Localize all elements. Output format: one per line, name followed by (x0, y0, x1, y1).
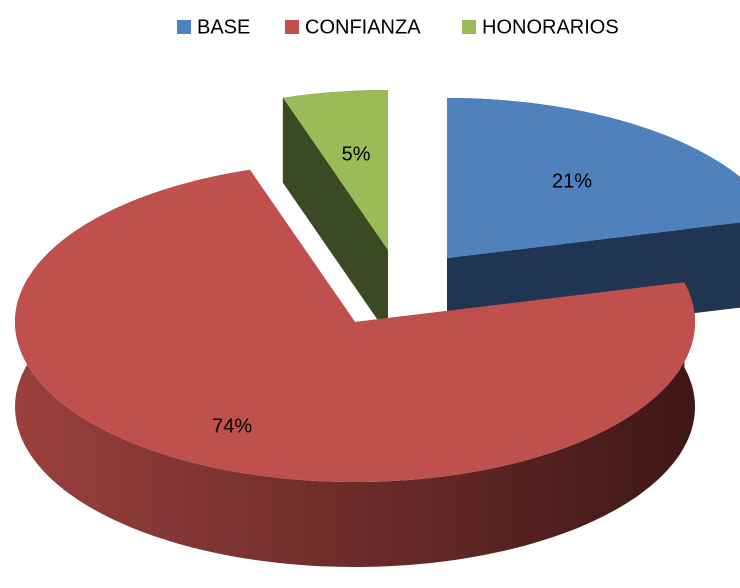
data-label: 21% (552, 170, 592, 192)
legend-label: CONFIANZA (305, 16, 421, 38)
legend-label: BASE (197, 16, 250, 38)
legend-swatch (177, 20, 191, 34)
legend: BASE CONFIANZA HONORARIOS (177, 16, 619, 38)
legend-swatch (462, 20, 476, 34)
slice (282, 90, 388, 250)
legend-label: HONORARIOS (482, 16, 619, 38)
data-label: 5% (342, 143, 371, 165)
slice (447, 98, 740, 258)
slice (15, 169, 695, 483)
data-label: 74% (212, 415, 252, 437)
pie: 5% 21% 74% (15, 90, 740, 568)
slice-wall (15, 169, 695, 568)
legend-swatch (285, 20, 299, 34)
